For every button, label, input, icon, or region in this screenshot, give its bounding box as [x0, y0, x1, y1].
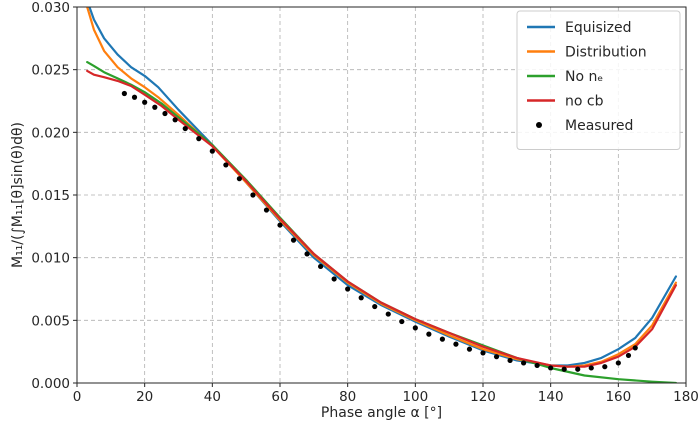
x-tick-label: 160	[605, 389, 631, 405]
measured-point	[209, 148, 215, 154]
x-tick-label: 20	[136, 389, 153, 405]
x-tick-label: 120	[470, 389, 496, 405]
measured-point	[575, 366, 581, 372]
measured-point	[561, 366, 567, 372]
x-axis-label: Phase angle α [°]	[321, 405, 442, 421]
legend-marker	[536, 122, 542, 128]
y-axis-label: M₁₁/(∫M₁₁[θ]sin(θ)dθ)	[10, 122, 26, 268]
measured-point	[480, 350, 486, 356]
measured-point	[521, 360, 527, 366]
x-tick-label: 0	[73, 389, 82, 405]
x-tick-label: 100	[402, 389, 428, 405]
measured-point	[345, 286, 351, 292]
measured-point	[277, 222, 283, 228]
measured-point	[172, 117, 178, 123]
measured-point	[548, 365, 554, 371]
measured-point	[632, 345, 638, 351]
measured-point	[236, 176, 242, 182]
series-line	[86, 69, 677, 368]
measured-point	[250, 192, 256, 198]
measured-point	[358, 295, 364, 301]
y-tick-label: 0.025	[31, 63, 70, 79]
series-no-cb	[86, 69, 677, 368]
measured-point	[318, 263, 324, 270]
measured-point	[290, 237, 297, 243]
x-tick-label: 80	[339, 389, 356, 405]
legend-label: Distribution	[565, 45, 647, 61]
series-layer	[86, 7, 677, 383]
measured-point	[399, 318, 405, 325]
ticks: 0 20 40 60 80 100 120 140 160 180 0.000 0.005 0.010 0…	[31, 0, 699, 405]
y-tick-label: 0.030	[31, 0, 70, 16]
measured-point	[196, 136, 202, 142]
series-line	[88, 7, 677, 367]
measured-point	[223, 162, 229, 168]
measured-point	[121, 90, 127, 97]
y-tick-label: 0.020	[31, 125, 70, 141]
y-tick-label: 0.015	[31, 188, 70, 204]
measured-point	[385, 311, 391, 317]
measured-point	[331, 276, 337, 282]
series-measured	[121, 90, 638, 372]
y-tick-label: 0.000	[31, 376, 70, 392]
measured-point	[131, 94, 138, 100]
x-tick-label: 180	[673, 389, 699, 405]
measured-point	[588, 365, 594, 371]
x-tick-label: 60	[271, 389, 288, 405]
legend-label: Measured	[565, 118, 633, 134]
measured-point	[602, 364, 608, 370]
measured-point	[412, 325, 418, 331]
measured-point	[493, 354, 500, 360]
measured-point	[625, 352, 632, 359]
x-tick-label: 140	[538, 389, 564, 405]
y-tick-label: 0.005	[31, 313, 70, 329]
measured-point	[507, 357, 513, 364]
legend: Equisized Distribution No nₑ no cb Measured	[516, 10, 681, 150]
measured-point	[615, 360, 621, 366]
measured-point	[182, 125, 188, 132]
measured-point	[372, 303, 378, 310]
legend-label: Equisized	[565, 20, 632, 36]
measured-point	[152, 104, 158, 110]
measured-point	[453, 341, 459, 347]
measured-point	[439, 336, 445, 342]
measured-point	[426, 331, 432, 337]
series-equisized	[88, 7, 677, 367]
y-tick-label: 0.010	[31, 251, 70, 267]
legend-label: no cb	[565, 94, 604, 110]
x-tick-label: 40	[204, 389, 221, 405]
legend-box	[516, 10, 681, 150]
measured-point	[304, 251, 310, 257]
measured-point	[466, 346, 473, 352]
measured-point	[263, 207, 270, 213]
legend-label: No nₑ	[565, 69, 603, 85]
measured-point	[142, 99, 148, 105]
measured-point	[534, 362, 540, 369]
measured-point	[162, 110, 168, 117]
